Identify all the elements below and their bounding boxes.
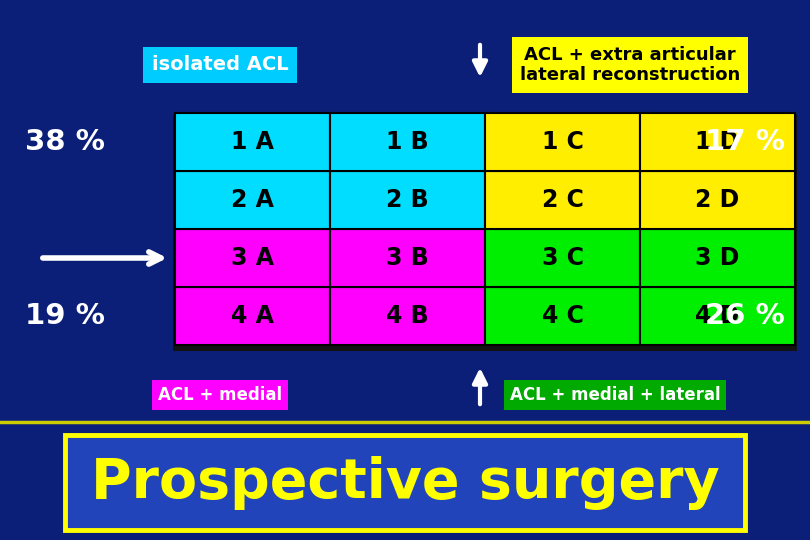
Text: 3 B: 3 B	[386, 246, 428, 270]
Text: 3 D: 3 D	[695, 246, 740, 270]
Text: 19 %: 19 %	[25, 302, 104, 330]
Text: 2 C: 2 C	[542, 188, 583, 212]
Bar	[485, 171, 640, 229]
Bar	[330, 287, 485, 345]
Text: 3 A: 3 A	[231, 246, 274, 270]
Bar	[173, 115, 797, 351]
Text: 2 B: 2 B	[386, 188, 428, 212]
Text: 1 A: 1 A	[231, 130, 274, 154]
Text: 1 D: 1 D	[695, 130, 740, 154]
Bar	[485, 113, 640, 171]
Text: Prospective surgery: Prospective surgery	[91, 456, 719, 510]
Text: 4 B: 4 B	[386, 304, 428, 328]
Text: 4 C: 4 C	[542, 304, 583, 328]
Bar	[175, 113, 330, 171]
Bar	[330, 229, 485, 287]
Bar	[175, 171, 330, 229]
Bar	[640, 113, 795, 171]
Text: 4 D: 4 D	[695, 304, 740, 328]
Text: 1 C: 1 C	[542, 130, 583, 154]
Text: 3 C: 3 C	[542, 246, 583, 270]
Text: 38 %: 38 %	[25, 128, 104, 156]
Text: 4 A: 4 A	[231, 304, 274, 328]
Bar	[330, 171, 485, 229]
Bar	[330, 113, 485, 171]
Bar	[640, 229, 795, 287]
Bar	[175, 229, 330, 287]
Text: isolated ACL: isolated ACL	[151, 56, 288, 75]
Text: 2 A: 2 A	[231, 188, 274, 212]
Bar	[175, 287, 330, 345]
Bar	[640, 287, 795, 345]
Bar	[485, 229, 640, 287]
Text: ACL + medial: ACL + medial	[158, 386, 282, 404]
Text: ACL + extra articular
lateral reconstruction: ACL + extra articular lateral reconstruc…	[520, 45, 740, 84]
Text: ACL + medial + lateral: ACL + medial + lateral	[509, 386, 720, 404]
Bar	[640, 171, 795, 229]
Text: 26 %: 26 %	[706, 302, 785, 330]
Bar	[65, 435, 745, 530]
Text: 1 B: 1 B	[386, 130, 428, 154]
Text: 2 D: 2 D	[695, 188, 740, 212]
Bar	[485, 287, 640, 345]
Text: 17 %: 17 %	[705, 128, 785, 156]
